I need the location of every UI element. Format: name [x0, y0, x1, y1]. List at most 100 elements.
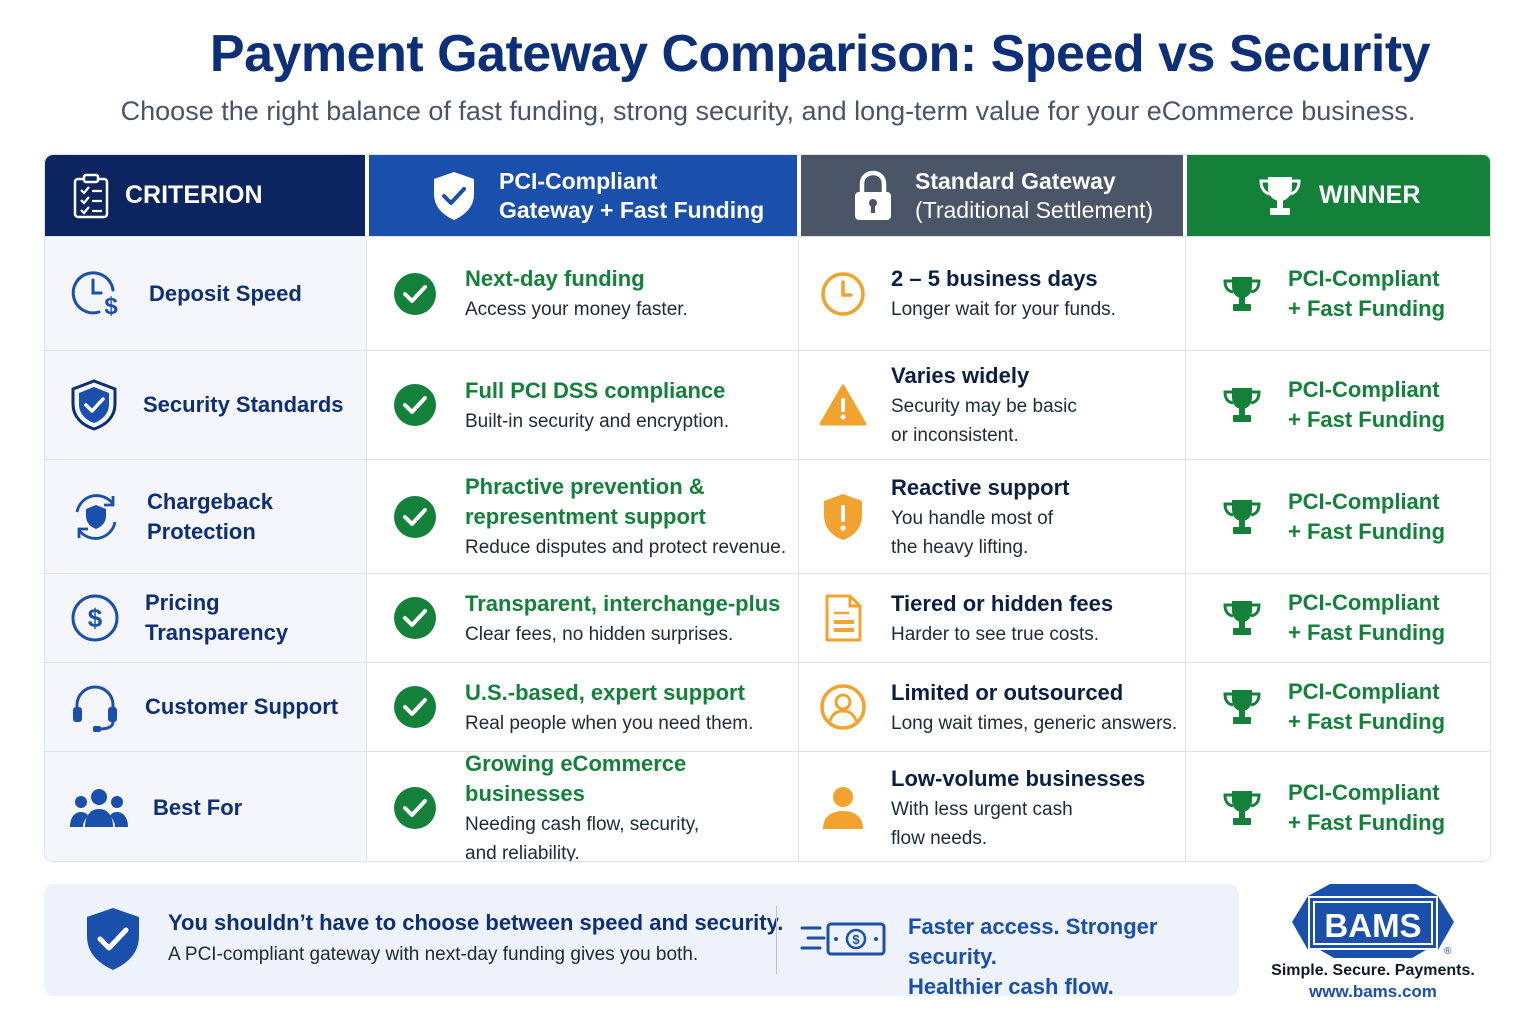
standard-cell: Limited or outsourced Long wait times, ge…: [799, 663, 1186, 751]
winner-label: + Fast Funding: [1288, 295, 1446, 321]
svg-text:$: $: [852, 932, 860, 947]
criterion-cell: $ Pricing Transparency: [45, 574, 367, 662]
winner-label: + Fast Funding: [1288, 709, 1446, 734]
footer-message: You shouldn’t have to choose between spe…: [168, 908, 783, 970]
pci-description: Needing cash flow, security,: [465, 813, 700, 835]
winner-label: PCI-Compliant: [1288, 590, 1440, 615]
group-icon: [69, 785, 129, 831]
brand-url[interactable]: www.bams.com: [1309, 982, 1437, 1001]
trophy-icon: [1259, 176, 1301, 215]
table-row: $ Deposit Speed Next-day funding Access you…: [45, 236, 1490, 350]
pci-description: Built-in security and encryption.: [465, 410, 730, 432]
clipboard-icon: [73, 173, 109, 218]
footer-headline: You shouldn’t have to choose between spe…: [168, 910, 784, 935]
winner-cell: PCI-Compliant + Fast Funding: [1186, 663, 1490, 751]
standard-title: 2 – 5 business days: [891, 266, 1098, 291]
header-criterion-label: CRITERION: [125, 181, 263, 209]
winner-cell: PCI-Compliant + Fast Funding: [1186, 237, 1490, 350]
trophy-icon: [1222, 788, 1262, 828]
trophy-icon: [1222, 598, 1262, 638]
winner-cell: PCI-Compliant + Fast Funding: [1186, 752, 1490, 861]
shield-check-icon: [69, 379, 119, 431]
footer-subline: A PCI-compliant gateway with next-day fu…: [168, 944, 699, 965]
person-icon: [819, 785, 867, 831]
document-icon: [819, 593, 867, 643]
standard-cell: Reactive support You handle most of the he…: [799, 460, 1186, 573]
footer-banner: You shouldn’t have to choose between spe…: [44, 884, 1239, 999]
standard-description: flow needs.: [891, 827, 988, 849]
winner-label: PCI-Compliant: [1288, 679, 1440, 704]
standard-description: Harder to see true costs.: [891, 623, 1100, 645]
trophy-icon: [1222, 497, 1262, 537]
standard-description: You handle most of: [891, 507, 1053, 529]
criterion-label: Security Standards: [143, 392, 344, 417]
bams-logo: BAMS ®: [1292, 884, 1454, 958]
criterion-cell: Best For: [45, 752, 367, 861]
winner-label: + Fast Funding: [1288, 407, 1446, 432]
criterion-label: Best For: [153, 794, 243, 820]
clock-dollar-icon: $: [69, 268, 125, 320]
standard-title: Reactive support: [891, 474, 1070, 500]
table-row: $ Pricing Transparency Transparent, interch…: [45, 573, 1490, 662]
criterion-cell: Chargeback Protection: [45, 460, 367, 573]
pci-cell: U.S.-based, expert support Real people wh…: [367, 663, 799, 751]
fast-cash-icon: $: [800, 922, 886, 956]
standard-title: Limited or outsourced: [891, 679, 1124, 705]
pci-cell: Full PCI DSS compliance Built-in security…: [367, 351, 799, 459]
criterion-cell: $ Deposit Speed: [45, 237, 367, 350]
shield-alert-icon: [819, 492, 867, 542]
pci-description: Real people when you need them.: [465, 712, 754, 734]
criterion-label: Pricing: [145, 590, 220, 615]
standard-cell: Varies widely Security may be basic or inc…: [799, 351, 1186, 459]
page-title: Payment Gateway Comparison: Speed vs Sec…: [209, 25, 1431, 83]
headset-icon: [69, 681, 121, 733]
standard-cell: Tiered or hidden fees Harder to see true …: [799, 574, 1186, 662]
table-row: Chargeback Protection Phractive prevention…: [45, 459, 1490, 573]
check-icon: [393, 685, 437, 729]
criterion-label: Protection: [147, 518, 256, 544]
warning-icon: [819, 383, 867, 427]
svg-text:$: $: [104, 293, 118, 320]
pci-title: Growing eCommerce businesses: [465, 750, 687, 806]
header-pci: PCI-Compliant Gateway + Fast Funding: [369, 155, 797, 236]
header-winner: WINNER: [1187, 155, 1490, 236]
criterion-label: Chargeback: [147, 488, 273, 514]
person-circle-icon: [819, 683, 867, 731]
pci-title: U.S.-based, expert support: [465, 679, 745, 705]
pci-title: Next-day funding: [465, 266, 645, 291]
shield-check-icon: [434, 171, 474, 220]
standard-title: Varies widely: [891, 363, 1030, 388]
standard-description: Long wait times, generic answers.: [891, 712, 1178, 734]
winner-label: + Fast Funding: [1288, 518, 1446, 544]
table-row: Best For Growing eCommerce businesses Need…: [45, 750, 1490, 862]
winner-label: + Fast Funding: [1288, 620, 1446, 645]
winner-cell: PCI-Compliant + Fast Funding: [1186, 351, 1490, 459]
criterion-cell: Security Standards: [45, 351, 367, 459]
brand-tagline: Simple. Secure. Payments.: [1271, 962, 1475, 979]
header-standard-label: Standard Gateway (Traditional Settlement…: [915, 167, 1154, 223]
check-icon: [393, 383, 437, 427]
header-criterion: CRITERION: [45, 155, 365, 236]
standard-description: With less urgent cash: [891, 798, 1073, 820]
lock-icon: [855, 170, 891, 220]
pci-description: Clear fees, no hidden surprises.: [465, 623, 734, 645]
winner-label: PCI-Compliant: [1288, 779, 1440, 805]
winner-label: PCI-Compliant: [1288, 488, 1440, 514]
pci-title: representment support: [465, 504, 706, 529]
pci-cell: Growing eCommerce businesses Needing cash…: [367, 750, 799, 862]
check-icon: [393, 596, 437, 640]
registered-mark: ®: [1444, 946, 1452, 957]
svg-text:$: $: [88, 603, 103, 633]
table-row: Customer Support U.S.-based, expert suppo…: [45, 662, 1490, 751]
standard-cell: Low-volume businesses With less urgent ca…: [799, 752, 1186, 861]
pci-cell: Transparent, interchange-plus Clear fees,…: [367, 574, 799, 662]
pci-description: Access your money faster.: [465, 299, 688, 320]
dollar-circle-icon: $: [69, 592, 121, 644]
winner-cell: PCI-Compliant + Fast Funding: [1186, 460, 1490, 573]
standard-description: Security may be basic: [891, 396, 1077, 417]
header-pci-label: PCI-Compliant Gateway + Fast Funding: [499, 167, 765, 223]
winner-label: PCI-Compliant: [1288, 377, 1440, 402]
criterion-label: Customer Support: [145, 694, 339, 719]
pci-description: and reliability.: [465, 842, 580, 862]
pci-cell: Next-day funding Access your money faster…: [367, 237, 799, 350]
